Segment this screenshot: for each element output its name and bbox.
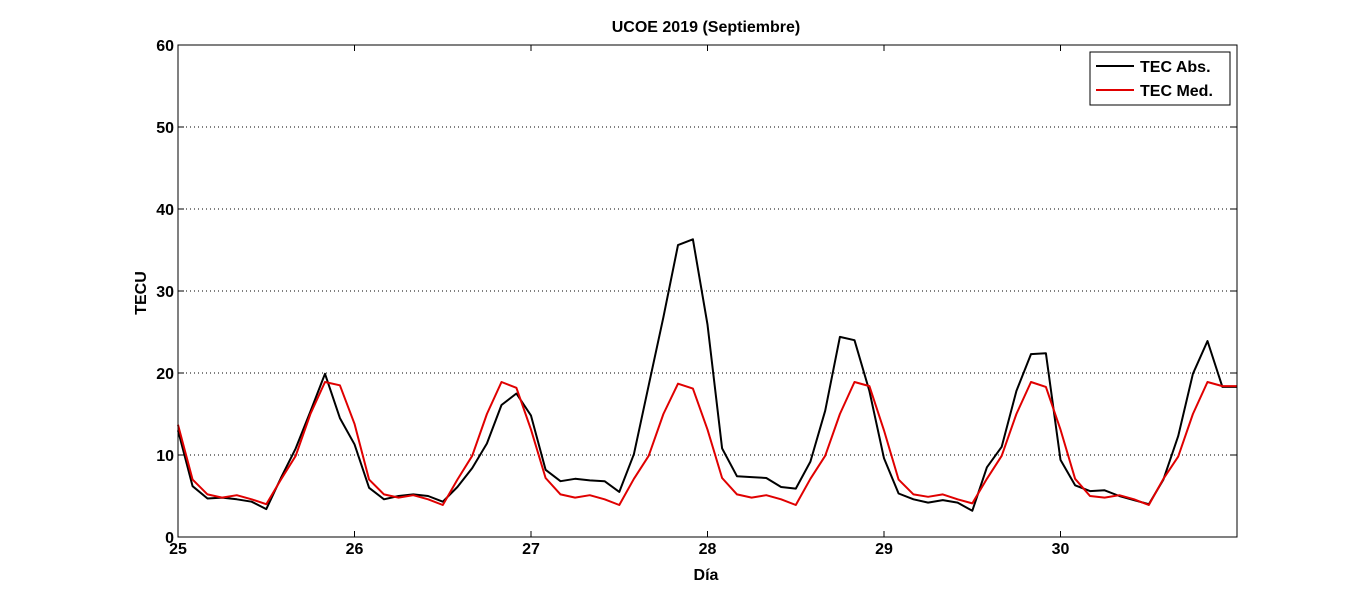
series-line-tec-med bbox=[177, 381, 1237, 506]
y-tick-label-30: 30 bbox=[156, 284, 174, 301]
y-tick-label-0: 0 bbox=[165, 530, 174, 547]
x-tick-label-28: 28 bbox=[699, 541, 717, 558]
y-tick-label-40: 40 bbox=[156, 202, 174, 219]
y-axis-label: TECU bbox=[133, 271, 150, 315]
x-axis-label: Día bbox=[694, 567, 719, 584]
y-tick-label-50: 50 bbox=[156, 120, 174, 137]
series-layer bbox=[177, 238, 1237, 512]
grid-lines bbox=[178, 126, 1237, 456]
y-tick-label-20: 20 bbox=[156, 366, 174, 383]
x-tick-label-26: 26 bbox=[346, 541, 364, 558]
legend-box bbox=[1089, 51, 1231, 106]
legend: TEC Abs. TEC Med. bbox=[1089, 51, 1231, 106]
x-tick-label-27: 27 bbox=[522, 541, 540, 558]
chart-title: UCOE 2019 (Septiembre) bbox=[612, 19, 801, 36]
series-line-tec-abs bbox=[177, 238, 1237, 512]
x-tick-label-25: 25 bbox=[169, 541, 187, 558]
x-tick-label-29: 29 bbox=[875, 541, 893, 558]
y-tick-label-60: 60 bbox=[156, 38, 174, 55]
axis-ticks: 0 10 20 30 40 50 60 25 26 27 28 29 30 bbox=[156, 38, 1237, 558]
legend-label-tec-abs: TEC Abs. bbox=[1140, 59, 1211, 76]
y-tick-label-10: 10 bbox=[156, 448, 174, 465]
x-tick-label-30: 30 bbox=[1052, 541, 1070, 558]
legend-label-tec-med: TEC Med. bbox=[1140, 83, 1213, 100]
